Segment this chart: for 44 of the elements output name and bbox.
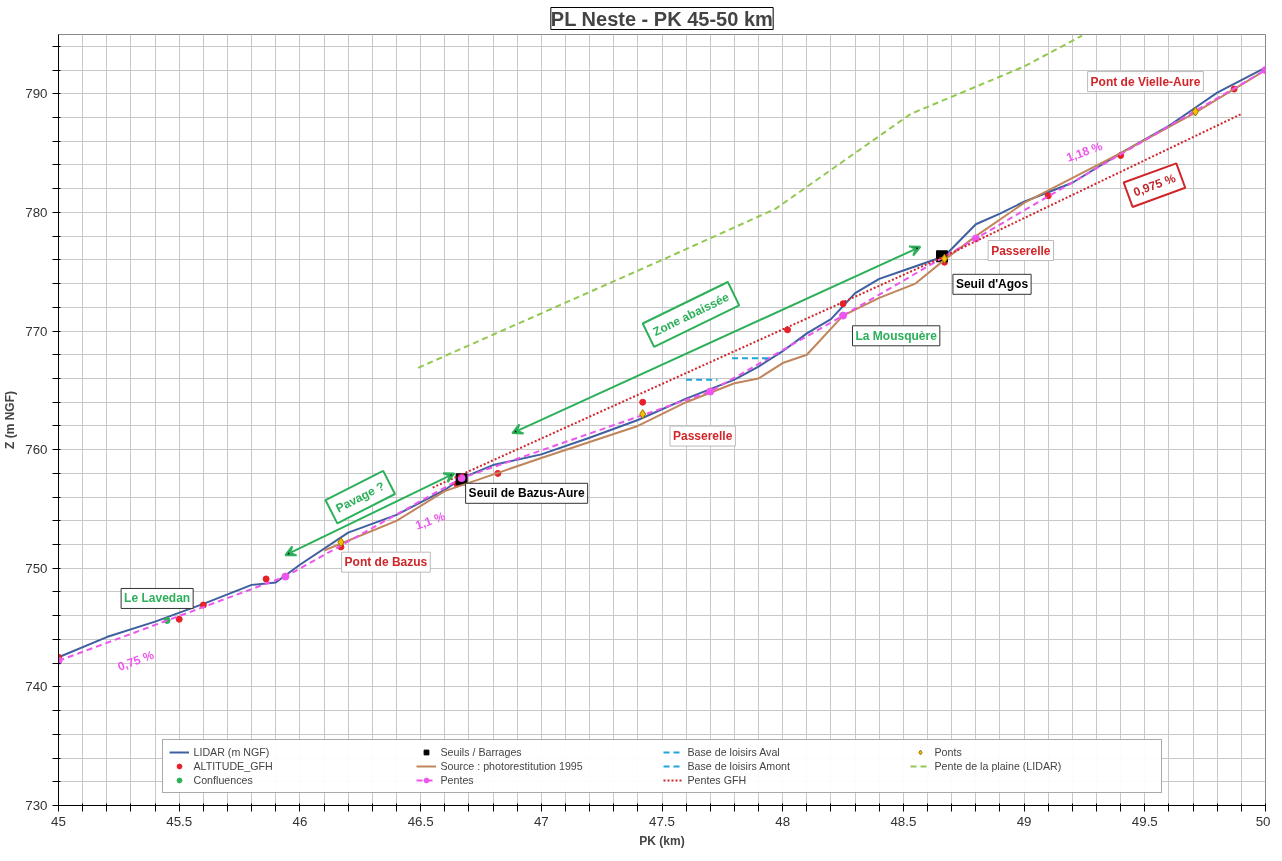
legend-label: Source : photorestitution 1995 [440, 760, 584, 772]
annotation: Seuil d'Agos [955, 277, 1029, 292]
x-axis-title: PK (km) [639, 833, 685, 848]
x-tick-label: 46 [292, 813, 308, 829]
y-tick-label: 760 [25, 442, 48, 458]
chart-title: PL Neste - PK 45-50 km [550, 7, 773, 30]
legend-label: Pentes GFH [687, 774, 748, 786]
legend-label: Pentes [440, 774, 475, 786]
annotation: La Mousquère [855, 328, 938, 343]
annotation: 0,975 % [1131, 170, 1178, 200]
legend-label: ALTITUDE_GFH [193, 760, 274, 772]
annotation: 1,18 % [1064, 138, 1105, 165]
x-tick-label: 47.5 [649, 813, 675, 829]
legend-label: Base de loisirs Amont [687, 760, 791, 772]
y-axis-title: Z (m NGF) [3, 391, 18, 449]
x-tick-label: 49 [1016, 813, 1032, 829]
y-tick-label: 790 [25, 86, 48, 102]
x-tick-label: 48.5 [890, 813, 917, 829]
legend-label: LIDAR (m NGF) [193, 746, 271, 758]
annotation: Passerelle [673, 429, 733, 444]
x-tick-label: 45.5 [166, 813, 193, 829]
x-tick-label: 49.5 [1131, 813, 1158, 829]
x-tick-label: 48 [775, 813, 791, 829]
annotation: 1,1 % [413, 508, 448, 533]
legend-label: Seuils / Barrages [440, 746, 523, 758]
annotation: 0,75 % [115, 647, 157, 674]
x-tick-label: 47 [533, 813, 549, 829]
annotation: Passerelle [991, 243, 1051, 258]
y-tick-label: 740 [25, 679, 48, 695]
legend-label: Base de loisirs Aval [687, 746, 781, 758]
x-tick-label: 46.5 [407, 813, 434, 829]
legend-label: Ponts [934, 746, 963, 758]
annotation: Seuil de Bazus-Aure [468, 486, 585, 501]
y-tick-label: 730 [25, 798, 48, 813]
legend-label: Pente de la plaine (LIDAR) [934, 760, 1063, 772]
legend-label: Confluences [193, 774, 254, 786]
y-tick-label: 750 [25, 560, 48, 576]
annotation: Pont de Vielle-Aure [1090, 74, 1201, 89]
y-tick-label: 770 [25, 323, 48, 339]
annotation: Le Lavedan [124, 591, 191, 606]
annotation: Pont de Bazus [344, 555, 428, 570]
x-tick-label: 50 [1255, 813, 1271, 829]
x-tick-label: 45 [51, 813, 66, 829]
y-tick-label: 780 [25, 204, 48, 220]
